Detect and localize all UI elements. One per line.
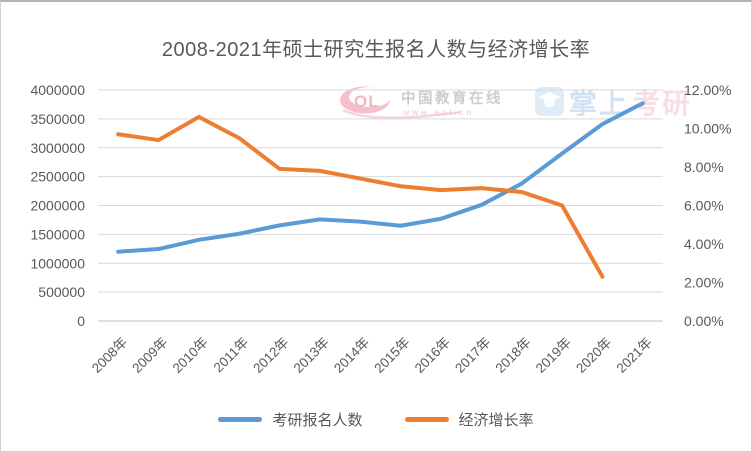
- legend-item-growth: 经济增长率: [404, 409, 534, 430]
- legend-swatch-applicants: [218, 417, 263, 422]
- y-axis-label-right: 6.00%: [684, 198, 724, 214]
- y-axis-label-right: 4.00%: [684, 236, 724, 252]
- y-axis-label-left: 3500000: [30, 111, 85, 127]
- grad-cap-icon-base: [544, 99, 555, 108]
- watermark-zhangshang-kaoyan: 掌上 考研: [535, 87, 690, 119]
- y-axis-label-left: 1500000: [30, 226, 85, 242]
- y-axis-label-left: 3000000: [30, 140, 85, 156]
- legend-label-applicants: 考研报名人数: [272, 412, 363, 429]
- grad-cap-icon: [538, 92, 561, 102]
- chart-title: 2008-2021年硕士研究生报名人数与经济增长率: [161, 39, 591, 61]
- y-axis-label-left: 0: [77, 313, 85, 329]
- x-axis-label: 2021年: [614, 335, 655, 376]
- x-axis-label: 2008年: [89, 335, 130, 376]
- eol-site-url: www.eol.cn: [402, 107, 474, 117]
- x-axis-label: 2015年: [371, 335, 412, 376]
- series-layer: [116, 101, 645, 279]
- x-axis-label: 2019年: [533, 335, 574, 376]
- series-line: [116, 114, 605, 279]
- x-axis-label: 2010年: [170, 335, 211, 376]
- x-axis-label: 2020年: [573, 335, 614, 376]
- x-axis-label: 2014年: [331, 335, 372, 376]
- eol-logo-text: OL: [354, 92, 380, 111]
- eol-site-name: 中国教育在线: [401, 89, 503, 107]
- axis-labels-layer: 4000000 3500000 3000000 2500000 2000000 15000…: [30, 82, 731, 376]
- watermark-eol: OL 中国教育在线 www.eol.cn: [340, 86, 503, 119]
- y-axis-label-left: 2500000: [30, 169, 85, 185]
- x-axis-label: 2011年: [211, 335, 252, 376]
- x-axis-label: 2018年: [492, 335, 533, 376]
- y-axis-label-left: 1000000: [30, 255, 85, 271]
- y-axis-label-right: 0.00%: [684, 313, 724, 329]
- y-axis-label-left: 500000: [38, 284, 85, 300]
- x-axis-label: 2012年: [250, 335, 291, 376]
- legend-item-applicants: 考研报名人数: [218, 409, 363, 430]
- y-axis-label-right: 10.00%: [684, 121, 731, 137]
- x-axis-label: 2013年: [291, 335, 332, 376]
- x-axis-label: 2009年: [129, 335, 170, 376]
- x-axis-label: 2016年: [412, 335, 453, 376]
- legend: 考研报名人数 经济增长率: [1, 409, 751, 430]
- y-axis-label-left: 2000000: [30, 198, 85, 214]
- y-axis-label-right: 8.00%: [684, 159, 724, 175]
- watermark-text-blue: 掌上: [569, 88, 629, 119]
- y-axis-label-right: 2.00%: [684, 275, 724, 291]
- series-line: [116, 101, 645, 254]
- legend-swatch-growth: [404, 417, 449, 422]
- eol-swoosh-tail: [342, 108, 462, 119]
- y-axis-label-right: 12.00%: [684, 82, 731, 98]
- x-axis-label: 2017年: [452, 335, 493, 376]
- eol-swoosh-cutout: [349, 87, 391, 107]
- y-axis-label-left: 4000000: [30, 82, 85, 98]
- legend-label-growth: 经济增长率: [458, 412, 534, 429]
